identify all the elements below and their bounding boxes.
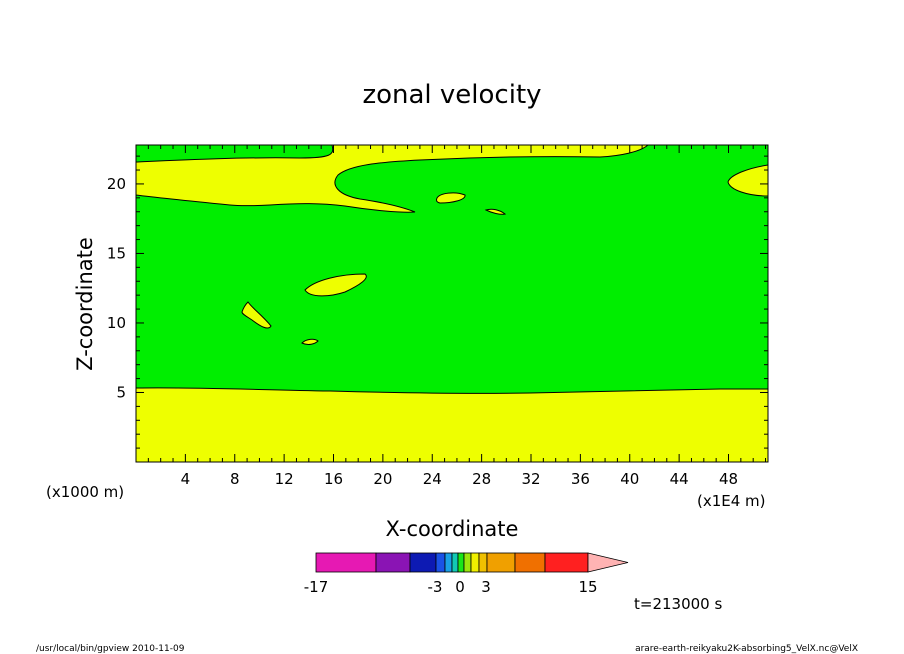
region-yellow-lower-band: [135, 387, 769, 463]
plot-frame: [135, 144, 769, 463]
colorbar-segment: [444, 552, 453, 573]
x-tick-label: 20: [373, 470, 392, 488]
colorbar-label-3: 3: [481, 578, 491, 596]
colorbar-min-label: -17: [304, 578, 329, 596]
region-yellow-island-4: [241, 301, 272, 329]
colorbar-segment: [409, 552, 437, 573]
colorbar-segment: [514, 552, 546, 573]
colorbar-label-neg3: -3: [428, 578, 443, 596]
region-yellow-island-1: [435, 192, 466, 204]
x-tick-label: 24: [423, 470, 442, 488]
colorbar-segment: [478, 552, 488, 573]
region-yellow-right-edge: [727, 164, 769, 197]
x-tick-label: 8: [230, 470, 240, 488]
colorbar-segment: [375, 552, 411, 573]
x-tick-label: 16: [324, 470, 343, 488]
x-tick-label: 36: [571, 470, 590, 488]
region-yellow-island-2: [484, 208, 507, 215]
colorbar-max-label: 15: [578, 578, 597, 596]
y-tick-label: 10: [107, 314, 126, 332]
x-unit-right: (x1E4 m): [697, 492, 766, 510]
colorbar-segment: [315, 552, 377, 573]
footer-right: arare-earth-reikyaku2K-absorbing5_VelX.n…: [635, 644, 858, 654]
colorbar-segment: [544, 552, 589, 573]
x-unit-left: (x1000 m): [46, 483, 124, 501]
x-axis-label: X-coordinate: [386, 517, 519, 541]
y-axis-label: Z-coordinate: [73, 237, 97, 371]
colorbar-segment: [470, 552, 480, 573]
region-yellow-island-3: [304, 273, 367, 297]
plot-area: [135, 144, 769, 463]
colorbar-extension-triangle: [587, 552, 629, 573]
x-tick-label: 4: [181, 470, 191, 488]
region-yellow-island-5: [301, 338, 319, 345]
colorbar-segment: [463, 552, 472, 573]
y-tick-label: 20: [107, 175, 126, 193]
y-tick-label: 5: [116, 383, 126, 401]
colorbar-segment: [435, 552, 446, 573]
x-tick-label: 44: [670, 470, 689, 488]
time-label: t=213000 s: [634, 595, 722, 613]
y-tick-label: 15: [107, 244, 126, 262]
colorbar-segment: [486, 552, 516, 573]
x-tick-label: 40: [620, 470, 639, 488]
footer-left: /usr/local/bin/gpview 2010-11-09: [36, 644, 185, 654]
region-yellow-upper-band: [135, 144, 650, 213]
x-tick-label: 12: [275, 470, 294, 488]
x-tick-label: 32: [521, 470, 540, 488]
colorbar-label-0: 0: [455, 578, 465, 596]
x-tick-label: 28: [472, 470, 491, 488]
colorbar: [315, 552, 629, 573]
chart-title: zonal velocity: [362, 80, 541, 110]
colorbar-segment: [457, 552, 465, 573]
x-tick-label: 48: [719, 470, 738, 488]
colorbar-segment: [451, 552, 459, 573]
